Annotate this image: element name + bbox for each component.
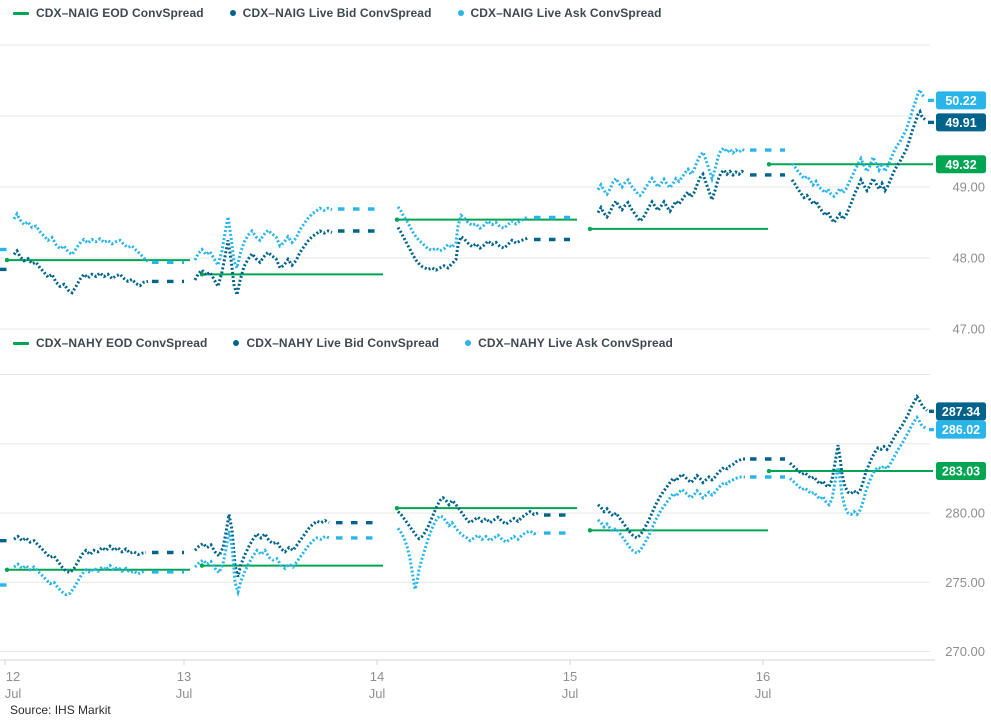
series-tick-dots — [193, 514, 330, 578]
series-tick-dots — [788, 414, 928, 517]
x-axis-month-label: Jul — [176, 686, 193, 701]
series-tick-dots — [396, 495, 539, 541]
chart-panel: 49.00 48.00 47.00 50.22 49.91 49.32 — [0, 44, 986, 337]
series — [0, 108, 934, 296]
y-axis-tick-label: 48.00 — [952, 251, 985, 266]
series-tick-dots — [12, 210, 149, 263]
eod-line-marker-icon — [13, 11, 29, 15]
series-dot-marker-icon — [229, 10, 236, 16]
series — [0, 393, 934, 578]
last-value-text: 49.91 — [945, 116, 976, 130]
legend-item[interactable]: CDX–NAHY EOD ConvSpread — [13, 336, 207, 350]
y-axis-tick-label: 47.00 — [952, 322, 985, 337]
last-value-badge: 283.03 — [936, 462, 986, 481]
legend-item-label: CDX–NAIG Live Bid ConvSpread — [242, 6, 432, 20]
last-value-badge: 49.32 — [936, 155, 986, 174]
eod-start-dot — [394, 505, 400, 511]
legend-item-label: CDX–NAHY EOD ConvSpread — [36, 336, 208, 350]
last-value-text: 287.34 — [942, 405, 980, 419]
series-tick-dots — [596, 475, 745, 555]
x-axis: 12 Jul 13 Jul 14 Jul 15 Jul 16 Jul — [0, 659, 935, 701]
series-tick-dots — [790, 108, 927, 226]
series — [4, 162, 933, 277]
eod-start-dot — [766, 162, 772, 167]
last-value-text: 49.32 — [945, 158, 976, 172]
y-axis-tick-label: 270.00 — [945, 644, 985, 659]
chart-panel: 280.00 275.00 270.00 287.34 286.02 283.03 — [0, 374, 986, 659]
last-value-text: 50.22 — [945, 94, 976, 108]
x-axis-month-label: Jul — [562, 686, 579, 701]
legend-item[interactable]: CDX–NAHY Live Bid ConvSpread — [233, 336, 439, 350]
y-axis-tick-label: 49.00 — [952, 180, 985, 195]
last-value-text: 283.03 — [942, 465, 980, 479]
series-tick-dots — [13, 534, 147, 575]
legend-item[interactable]: CDX–NAHY Live Ask ConvSpread — [465, 336, 673, 350]
series-dot-marker-icon — [457, 10, 464, 16]
last-value-badge: 49.91 — [936, 113, 986, 132]
series-tick-dots — [596, 145, 746, 198]
last-value-badge: 287.34 — [936, 402, 986, 421]
last-value-badge: 286.02 — [936, 420, 986, 439]
legend-item-label: CDX–NAHY Live Ask ConvSpread — [478, 336, 673, 350]
legend-item[interactable]: CDX–NAIG EOD ConvSpread — [13, 6, 204, 20]
eod-line-marker-icon — [13, 341, 29, 345]
legend-nahy: CDX–NAHY EOD ConvSpread CDX–NAHY Live Bid… — [13, 334, 673, 352]
y-axis-tick-label: 280.00 — [945, 506, 985, 521]
eod-start-dot — [394, 217, 400, 222]
series-dot-marker-icon — [233, 340, 240, 346]
x-axis-day-label: 14 — [370, 669, 384, 684]
eod-start-dot — [766, 468, 772, 474]
series-tick-dots — [193, 229, 333, 296]
x-axis-month-label: Jul — [755, 686, 772, 701]
series-tick-dots — [596, 167, 746, 224]
series-tick-dots — [193, 206, 333, 273]
series-tick-dots — [12, 248, 149, 295]
eod-start-dot — [587, 528, 593, 533]
eod-start-dot — [4, 567, 10, 572]
series-tick-dots — [596, 457, 745, 540]
source-label: Source: IHS Markit — [10, 703, 111, 717]
series — [0, 414, 934, 598]
eod-start-dot — [199, 563, 205, 568]
x-axis-month-label: Jul — [369, 686, 386, 701]
x-axis-day-label: 13 — [177, 669, 191, 684]
legend-item-label: CDX–NAHY Live Bid ConvSpread — [246, 336, 440, 350]
eod-start-dot — [4, 257, 10, 263]
x-axis-day-label: 15 — [563, 669, 577, 684]
series — [0, 86, 934, 273]
legend-item-label: CDX–NAIG EOD ConvSpread — [36, 6, 204, 20]
series-tick-dots — [790, 86, 927, 199]
y-axis-tick-label: 275.00 — [945, 575, 985, 590]
x-axis-day-label: 12 — [6, 669, 20, 684]
series-tick-dots — [396, 514, 539, 590]
series-tick-dots — [396, 206, 529, 253]
series-tick-dots — [13, 562, 146, 597]
last-value-badge: 50.22 — [936, 91, 986, 110]
series-dot-marker-icon — [465, 340, 472, 346]
x-axis-month-label: Jul — [5, 686, 22, 701]
legend-naig: CDX–NAIG EOD ConvSpread CDX–NAIG Live Bid… — [13, 4, 662, 22]
legend-item-label: CDX–NAIG Live Ask ConvSpread — [470, 6, 662, 20]
x-axis-day-label: 16 — [756, 669, 770, 684]
legend-item[interactable]: CDX–NAIG Live Ask ConvSpread — [457, 6, 662, 20]
series-tick-dots — [788, 393, 929, 496]
eod-start-dot — [587, 226, 593, 232]
legend-item[interactable]: CDX–NAIG Live Bid ConvSpread — [229, 6, 432, 20]
series-tick-dots — [396, 226, 529, 272]
last-value-text: 286.02 — [942, 423, 980, 437]
series-tick-dots — [193, 530, 330, 598]
